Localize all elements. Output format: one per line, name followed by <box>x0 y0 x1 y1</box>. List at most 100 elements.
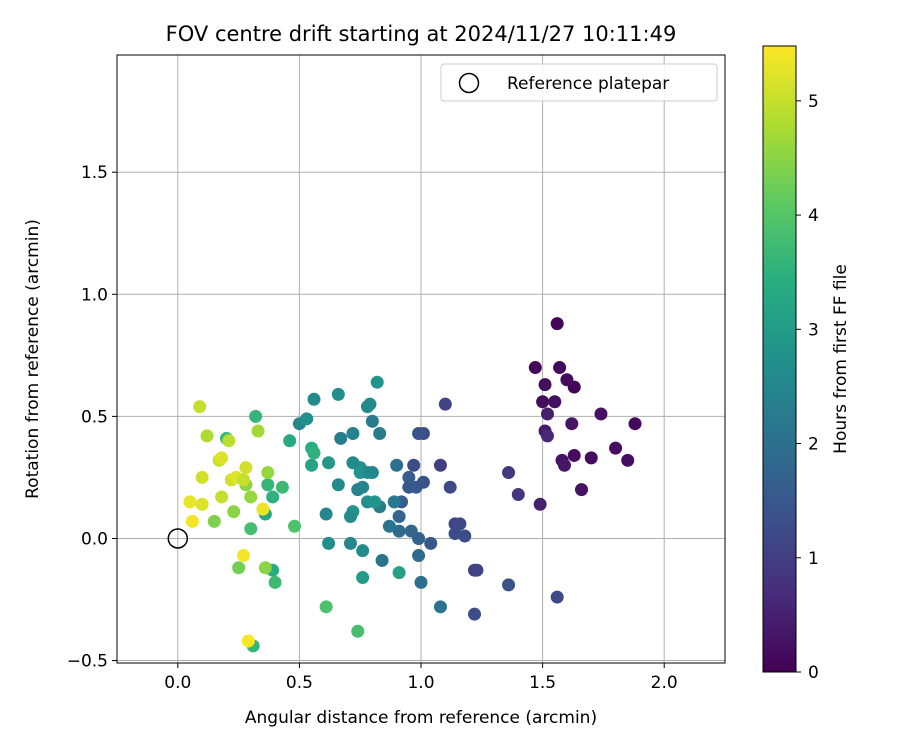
data-point <box>540 429 554 443</box>
data-point <box>322 536 336 550</box>
data-point <box>232 561 246 575</box>
data-point <box>200 429 214 443</box>
data-point <box>390 458 404 472</box>
data-point <box>550 317 564 331</box>
data-point <box>370 375 384 389</box>
data-point <box>424 536 438 550</box>
data-point <box>412 426 426 440</box>
data-point <box>251 424 265 438</box>
data-point <box>414 575 428 589</box>
data-point <box>540 407 554 421</box>
x-tick-label: 1.0 <box>407 673 434 693</box>
data-point <box>307 446 321 460</box>
data-point <box>266 490 280 504</box>
data-point <box>553 361 567 375</box>
data-point <box>502 578 516 592</box>
data-point <box>412 531 426 545</box>
data-point <box>288 519 302 533</box>
data-point <box>550 590 564 604</box>
data-point <box>343 509 357 523</box>
x-axis-ticks: 0.0 0.5 1.0 1.5 2.0 <box>164 663 678 693</box>
data-point <box>433 458 447 472</box>
data-point <box>392 566 406 580</box>
colorbar-label: Hours from first FF file <box>831 264 851 454</box>
data-point <box>621 453 635 467</box>
data-point <box>368 495 382 509</box>
data-point <box>305 458 319 472</box>
data-point <box>215 451 229 465</box>
legend-label: Reference platepar <box>507 74 669 94</box>
data-point <box>468 607 482 621</box>
colorbar-tick-label: 2 <box>808 435 819 455</box>
data-point <box>375 553 389 567</box>
data-point <box>195 470 209 484</box>
y-tick-label: 1.0 <box>81 285 108 305</box>
y-tick-label: 1.5 <box>81 163 108 183</box>
data-point <box>261 466 275 480</box>
data-point <box>453 517 467 531</box>
data-point <box>283 434 297 448</box>
data-point <box>565 417 579 431</box>
data-point <box>351 624 365 638</box>
data-point <box>331 387 345 401</box>
data-point <box>236 549 250 563</box>
data-point <box>412 549 426 563</box>
data-point <box>382 519 396 533</box>
data-point <box>215 490 229 504</box>
x-tick-label: 0.0 <box>164 673 191 693</box>
legend: Reference platepar <box>440 63 718 102</box>
data-point <box>536 395 550 409</box>
y-tick-label: 0.0 <box>81 529 108 549</box>
data-point <box>193 400 207 414</box>
data-point <box>300 412 314 426</box>
data-point <box>183 495 197 509</box>
data-point <box>239 461 253 475</box>
data-point <box>258 561 272 575</box>
data-point <box>365 414 379 428</box>
data-point <box>402 470 416 484</box>
data-point <box>195 497 209 511</box>
colorbar-tick-label: 1 <box>808 549 819 569</box>
data-point <box>458 529 472 543</box>
data-point <box>268 575 282 589</box>
data-point <box>227 505 241 519</box>
data-point <box>628 417 642 431</box>
data-point <box>407 458 421 472</box>
grid-lines <box>117 55 725 663</box>
data-point <box>438 397 452 411</box>
y-tick-label: −0.5 <box>67 652 108 672</box>
data-point <box>319 507 333 521</box>
data-point <box>502 466 516 480</box>
chart-title: FOV centre drift starting at 2024/11/27 … <box>166 22 677 46</box>
data-point <box>392 524 406 538</box>
data-point <box>307 392 321 406</box>
data-point <box>256 502 270 516</box>
data-point <box>346 426 360 440</box>
data-point <box>249 409 263 423</box>
x-tick-label: 1.5 <box>529 673 556 693</box>
data-point <box>241 634 255 648</box>
y-axis-ticks: −0.5 0.0 0.5 1.0 1.5 <box>67 163 117 672</box>
colorbar-gradient <box>762 45 797 673</box>
y-tick-label: 0.5 <box>81 407 108 427</box>
data-point <box>528 361 542 375</box>
x-axis-label: Angular distance from reference (arcmin) <box>245 708 597 728</box>
y-axis-label: Rotation from reference (arcmin) <box>23 219 43 499</box>
data-point <box>261 478 275 492</box>
data-point <box>609 441 623 455</box>
data-point <box>567 448 581 462</box>
data-point <box>222 434 236 448</box>
data-point <box>448 527 462 541</box>
colorbar: 0 1 2 3 4 5 Hours from first FF file <box>762 45 851 683</box>
data-point <box>548 395 562 409</box>
data-point <box>443 480 457 494</box>
data-point <box>185 514 199 528</box>
data-point <box>275 480 289 494</box>
data-point <box>433 600 447 614</box>
data-point <box>363 397 377 411</box>
data-point <box>557 458 571 472</box>
data-point <box>416 475 430 489</box>
data-point <box>533 497 547 511</box>
legend-box <box>440 63 718 102</box>
data-point <box>343 536 357 550</box>
